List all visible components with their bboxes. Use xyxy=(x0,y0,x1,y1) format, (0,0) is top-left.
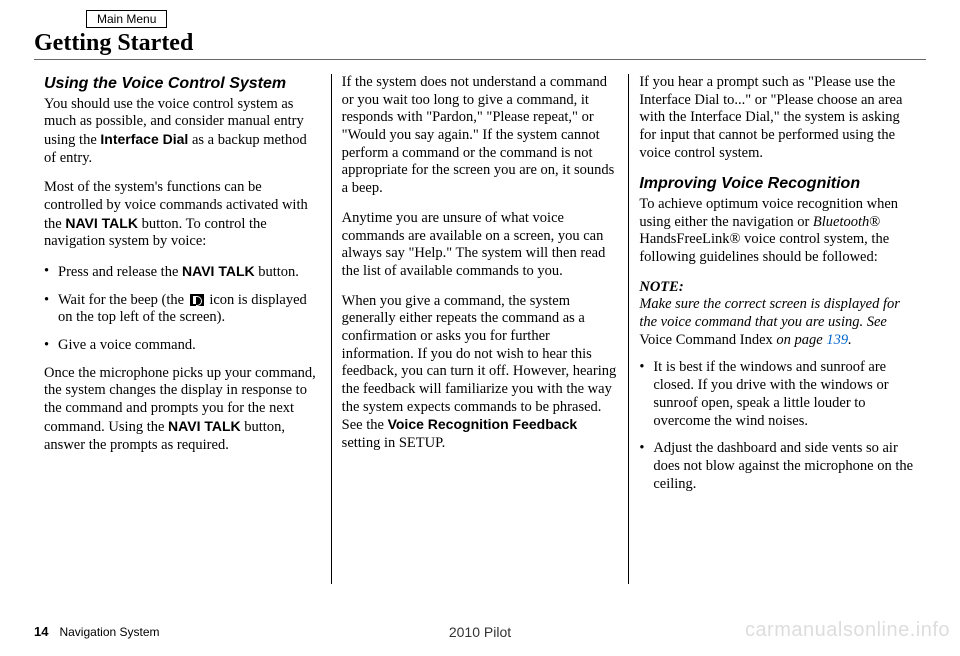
term-interface-dial: Interface Dial xyxy=(100,131,188,147)
subhead-improving-voice: Improving Voice Recognition xyxy=(639,174,916,194)
talk-icon xyxy=(190,294,204,306)
paragraph: Most of the system's functions can be co… xyxy=(44,179,321,251)
note-body: Make sure the correct screen is displaye… xyxy=(639,296,916,349)
paragraph: Once the microphone picks up your comman… xyxy=(44,365,321,454)
content-columns: Using the Voice Control System You shoul… xyxy=(34,74,926,584)
term-voice-command-index: Voice Command Index xyxy=(639,332,772,348)
column-2: If the system does not understand a comm… xyxy=(331,74,629,584)
text: button. xyxy=(255,264,299,280)
bullet-list: It is best if the windows and sunroof ar… xyxy=(639,359,916,493)
list-item: Press and release the NAVI TALK button. xyxy=(44,263,321,282)
list-item: Adjust the dashboard and side vents so a… xyxy=(639,440,916,493)
term-voice-feedback: Voice Recognition Feedback xyxy=(388,416,578,432)
page-container: Main Menu Getting Started Using the Voic… xyxy=(0,0,960,656)
text: on page xyxy=(773,332,827,348)
watermark: carmanualsonline.info xyxy=(745,619,950,642)
term-navi-talk: NAVI TALK xyxy=(182,263,255,279)
text: Make sure the correct screen is displaye… xyxy=(639,296,900,330)
list-item: Give a voice command. xyxy=(44,337,321,355)
bullet-list: Press and release the NAVI TALK button. … xyxy=(44,263,321,355)
page-number: 14 xyxy=(34,624,48,639)
column-3: If you hear a prompt such as "Please use… xyxy=(628,74,926,584)
text: . xyxy=(848,332,852,348)
vehicle-model: 2010 Pilot xyxy=(449,624,511,640)
subhead-voice-control: Using the Voice Control System xyxy=(44,74,321,94)
paragraph: You should use the voice control system … xyxy=(44,96,321,168)
list-item: It is best if the windows and sunroof ar… xyxy=(639,359,916,430)
column-1: Using the Voice Control System You shoul… xyxy=(34,74,331,584)
paragraph: If the system does not understand a comm… xyxy=(342,74,619,198)
text: setting in SETUP. xyxy=(342,435,446,451)
paragraph: To achieve optimum voice recognition whe… xyxy=(639,196,916,267)
term-navi-talk: NAVI TALK xyxy=(65,215,138,231)
paragraph: If you hear a prompt such as "Please use… xyxy=(639,74,916,162)
term-bluetooth: Bluetooth xyxy=(813,214,869,230)
note-heading: NOTE: xyxy=(639,279,916,297)
paragraph: Anytime you are unsure of what voice com… xyxy=(342,210,619,281)
page-title: Getting Started xyxy=(34,30,926,60)
text: Wait for the beep (the xyxy=(58,292,188,308)
paragraph: When you give a command, the system gene… xyxy=(342,293,619,453)
page-link-139[interactable]: 139 xyxy=(826,332,848,348)
term-navi-talk: NAVI TALK xyxy=(168,418,241,434)
main-menu-button[interactable]: Main Menu xyxy=(86,10,167,28)
text: Press and release the xyxy=(58,264,182,280)
text: When you give a command, the system gene… xyxy=(342,293,617,434)
footer-label: Navigation System xyxy=(59,625,159,639)
list-item: Wait for the beep (the icon is displayed… xyxy=(44,292,321,327)
